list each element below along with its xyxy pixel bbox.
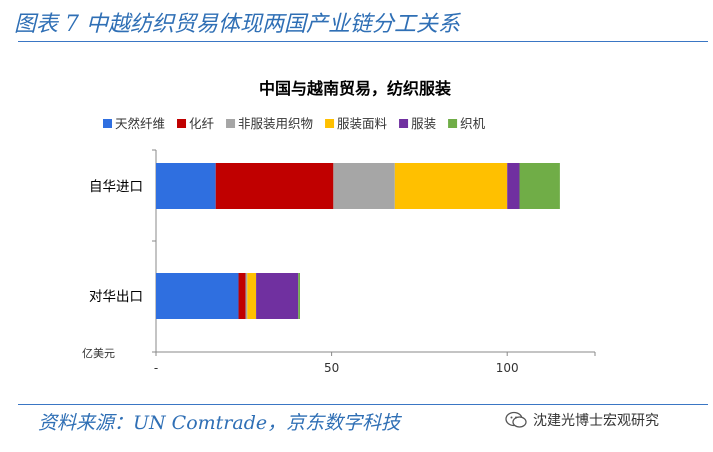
legend-swatch-2 <box>226 119 236 128</box>
bar-1-3 <box>247 273 257 319</box>
legend-label-4: 服装 <box>411 116 436 131</box>
bar-0-1 <box>215 163 334 209</box>
legend-swatch-4 <box>399 119 409 128</box>
category-label-0: 自华进口 <box>89 179 143 195</box>
watermark: 沈建光博士宏观研究 <box>505 410 659 430</box>
top-rule <box>18 41 708 42</box>
bar-1-4 <box>256 273 299 319</box>
legend-label-5: 织机 <box>460 116 486 131</box>
legend-label-0: 天然纤维 <box>115 116 165 131</box>
legend-swatch-1 <box>177 119 187 128</box>
legend-swatch-5 <box>448 119 458 128</box>
watermark-label: 沈建光博士宏观研究 <box>533 413 659 429</box>
x-tick-label-0: - <box>154 361 158 375</box>
bar-0-5 <box>519 163 560 209</box>
legend-swatch-0 <box>103 119 112 128</box>
wechat-icon <box>505 411 527 428</box>
x-tick-label-2: 100 <box>496 361 519 375</box>
legend-label-2: 非服装用织物 <box>238 116 313 131</box>
legend-label-1: 化纤 <box>189 116 215 131</box>
bar-0-3 <box>394 163 508 209</box>
bar-0-4 <box>507 163 520 209</box>
legend-label-3: 服装面料 <box>337 116 388 131</box>
bar-1-0 <box>156 273 239 319</box>
bar-1-1 <box>238 273 246 319</box>
bar-0-0 <box>156 163 216 209</box>
bar-1-2 <box>245 273 248 319</box>
bar-0-2 <box>333 163 395 209</box>
legend-swatch-3 <box>325 119 335 128</box>
category-label-1: 对华出口 <box>89 289 143 305</box>
bottom-rule <box>18 404 708 405</box>
unit-label: 亿美元 <box>82 347 115 360</box>
x-tick-label-1: 50 <box>324 361 339 375</box>
figure-title: 图表 7 中越纺织贸易体现两国产业链分工关系 <box>14 12 460 37</box>
chart-title: 中国与越南贸易，纺织服装 <box>259 79 451 98</box>
bar-1-5 <box>298 273 300 319</box>
source-note: 资料来源：UN Comtrade，京东数字科技 <box>38 412 401 434</box>
